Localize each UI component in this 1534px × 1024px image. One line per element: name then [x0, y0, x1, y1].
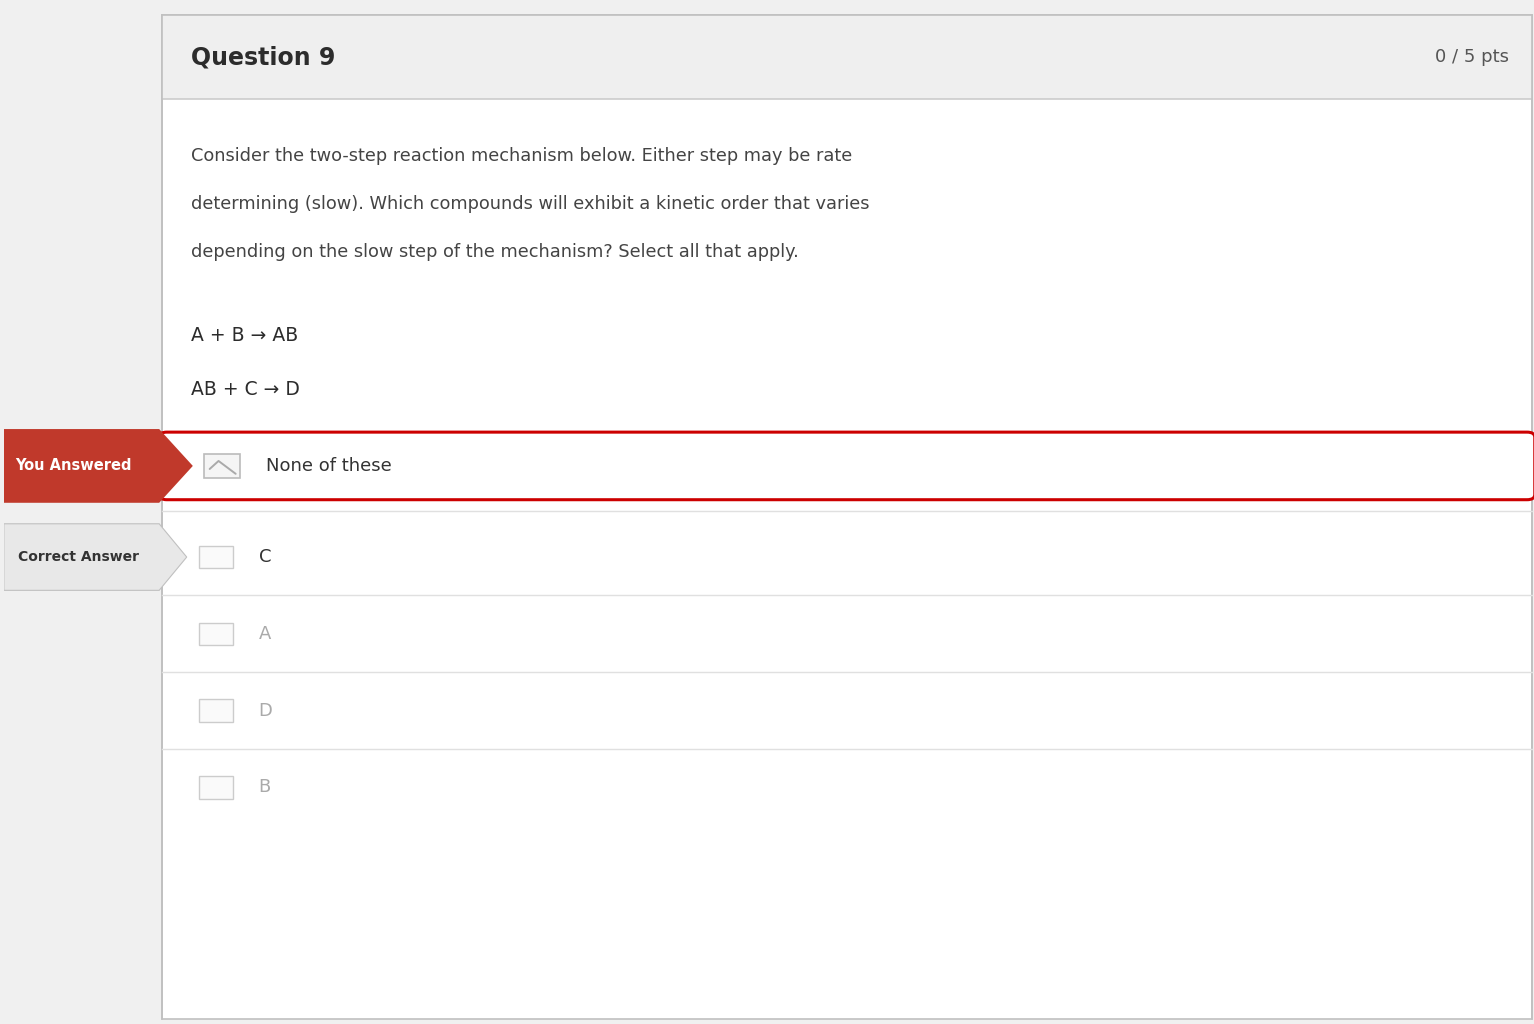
FancyBboxPatch shape — [199, 699, 233, 722]
FancyBboxPatch shape — [199, 546, 233, 568]
Polygon shape — [5, 429, 193, 503]
FancyBboxPatch shape — [163, 15, 1532, 1019]
Text: AB + C → D: AB + C → D — [190, 380, 299, 398]
Text: None of these: None of these — [267, 457, 393, 475]
Text: D: D — [259, 701, 273, 720]
Text: Consider the two-step reaction mechanism below. Either step may be rate: Consider the two-step reaction mechanism… — [190, 146, 851, 165]
Text: You Answered: You Answered — [15, 459, 132, 473]
Text: 0 / 5 pts: 0 / 5 pts — [1434, 48, 1509, 67]
FancyBboxPatch shape — [160, 432, 1534, 500]
FancyBboxPatch shape — [204, 454, 241, 478]
Text: B: B — [259, 778, 272, 797]
Text: C: C — [259, 548, 272, 566]
Text: Question 9: Question 9 — [190, 45, 334, 70]
FancyBboxPatch shape — [163, 15, 1532, 99]
FancyBboxPatch shape — [199, 623, 233, 645]
Text: A: A — [259, 625, 272, 643]
Text: Correct Answer: Correct Answer — [18, 550, 140, 564]
Text: depending on the slow step of the mechanism? Select all that apply.: depending on the slow step of the mechan… — [190, 243, 798, 261]
Text: A + B → AB: A + B → AB — [190, 327, 298, 345]
Polygon shape — [5, 524, 187, 591]
FancyBboxPatch shape — [199, 776, 233, 799]
Text: determining (slow). Which compounds will exhibit a kinetic order that varies: determining (slow). Which compounds will… — [190, 195, 870, 213]
